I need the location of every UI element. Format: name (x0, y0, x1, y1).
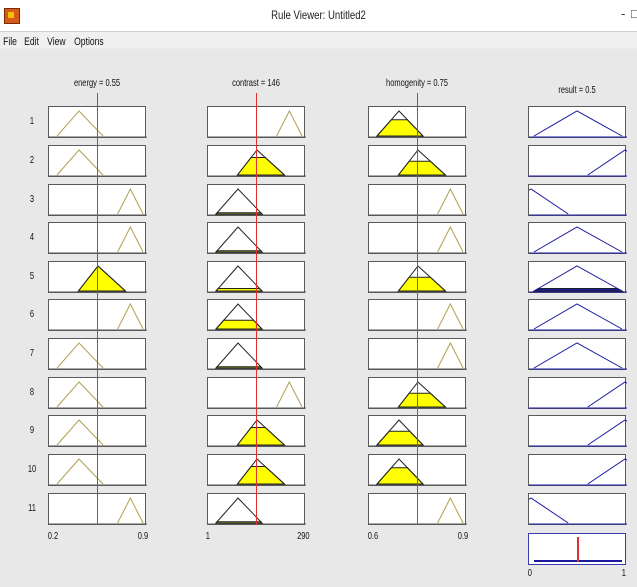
rule-number-5[interactable]: 5 (29, 271, 35, 282)
membership-function-line (56, 458, 104, 485)
membership-function-line (56, 149, 104, 176)
minimize-button[interactable]: - (621, 6, 626, 21)
membership-function-line (117, 225, 144, 253)
rule-number-2[interactable]: 2 (29, 155, 35, 166)
result-range-max: 1 (621, 568, 626, 579)
membership-function-line (237, 458, 285, 485)
membership-function-line (398, 381, 446, 408)
result-rule-5-plot (528, 261, 627, 293)
result-rule-7-plot (528, 338, 627, 370)
membership-function-line (117, 187, 144, 215)
membership-function-line (437, 496, 464, 524)
homogenity-input-indicator-line[interactable] (417, 93, 418, 525)
menu-edit[interactable]: Edit (24, 36, 40, 48)
membership-function-line (117, 496, 144, 524)
result-rule-6-plot (528, 299, 627, 331)
membership-function-line (533, 303, 623, 330)
homogenity-header: homogenity = 0.75 (386, 78, 448, 89)
membership-function-line (215, 497, 263, 524)
contrast-range-max: 290 (297, 531, 310, 542)
result-range-min: 0 (527, 568, 532, 579)
result-rule-8-plot (528, 377, 627, 409)
menu-options[interactable]: Options (73, 36, 104, 48)
energy-header: energy = 0.55 (73, 78, 121, 89)
rule-number-10[interactable]: 10 (27, 464, 37, 475)
membership-function-line (398, 149, 446, 176)
membership-function-line (587, 381, 627, 408)
membership-function-line (533, 265, 623, 292)
result-rule-4-plot (528, 222, 627, 254)
matlab-app-icon (4, 8, 20, 24)
rule-number-1[interactable]: 1 (29, 116, 35, 127)
membership-function-line (56, 381, 104, 408)
restore-button[interactable]: □ (631, 6, 637, 21)
rule-number-3[interactable]: 3 (29, 194, 35, 205)
membership-function-line (376, 458, 424, 485)
membership-function-line (276, 109, 303, 137)
membership-function-line (215, 226, 263, 253)
energy-input-indicator-line[interactable] (97, 93, 98, 525)
membership-function-line (533, 110, 623, 137)
result-rule-3-plot (528, 184, 627, 216)
menu-view[interactable]: View (46, 36, 66, 48)
membership-function-line (78, 265, 126, 292)
membership-function-line (237, 419, 285, 446)
membership-function-line (376, 110, 424, 137)
membership-function-line (437, 341, 464, 369)
membership-function-line (437, 225, 464, 253)
membership-function-line (437, 187, 464, 215)
membership-function-line (215, 303, 263, 330)
membership-function-line (376, 419, 424, 446)
membership-function-line (237, 149, 285, 176)
result-rule-10-plot (528, 454, 627, 486)
result-rule-2-plot (528, 145, 627, 177)
energy-range-max: 0.9 (137, 531, 149, 542)
contrast-header: contrast = 146 (232, 78, 280, 89)
membership-function-line (117, 302, 144, 330)
homogenity-range-max: 0.9 (457, 531, 469, 542)
membership-function-line (587, 419, 627, 446)
result-rule-11-plot (528, 493, 627, 525)
membership-function-line (587, 149, 627, 176)
rule-number-7[interactable]: 7 (29, 348, 35, 359)
membership-function-line (56, 419, 104, 446)
membership-function-line (533, 342, 623, 369)
homogenity-range-min: 0.6 (367, 531, 379, 542)
aggregated-output-plot (528, 533, 626, 565)
rule-number-6[interactable]: 6 (29, 309, 35, 320)
membership-function-line (56, 110, 104, 137)
membership-function-line (529, 497, 569, 524)
title-bar: Rule Viewer: Untitled2 - □ (0, 0, 637, 32)
rule-number-4[interactable]: 4 (29, 232, 35, 243)
energy-range-min: 0.2 (47, 531, 59, 542)
contrast-range-min: 1 (205, 531, 210, 542)
firing-area (532, 288, 624, 292)
rule-number-8[interactable]: 8 (29, 387, 35, 398)
membership-function-line (533, 226, 623, 253)
result-rule-9-plot (528, 415, 627, 447)
membership-function-line (215, 342, 263, 369)
membership-function-line (437, 302, 464, 330)
result-rule-1-plot (528, 106, 627, 138)
contrast-input-indicator-line[interactable] (256, 93, 257, 525)
membership-function-line (398, 265, 446, 292)
rule-number-11[interactable]: 11 (28, 503, 36, 514)
window-title: Rule Viewer: Untitled2 (271, 8, 366, 22)
membership-function-line (529, 188, 569, 215)
membership-function-line (587, 458, 627, 485)
rule-number-9[interactable]: 9 (29, 425, 35, 436)
membership-function-line (56, 342, 104, 369)
membership-function-line (215, 265, 263, 292)
menu-bar: File Edit View Options (0, 32, 637, 48)
membership-function-line (276, 380, 303, 408)
membership-function-line (215, 188, 263, 215)
aggregated-output-svg (534, 537, 622, 562)
menu-file[interactable]: File (3, 36, 17, 48)
result-header: result = 0.5 (558, 85, 596, 96)
